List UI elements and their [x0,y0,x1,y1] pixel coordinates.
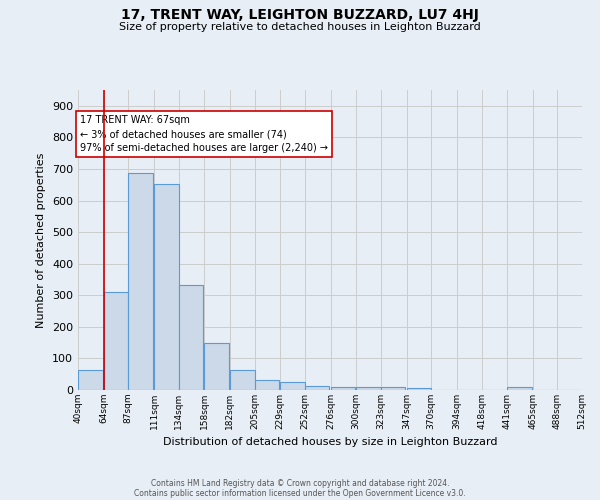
Text: 17 TRENT WAY: 67sqm
← 3% of detached houses are smaller (74)
97% of semi-detache: 17 TRENT WAY: 67sqm ← 3% of detached hou… [80,116,328,154]
Bar [254,380,279,390]
Y-axis label: Number of detached properties: Number of detached properties [37,152,46,328]
Bar [78,370,103,390]
Bar [356,387,381,390]
Bar [381,388,406,390]
Bar [204,342,229,390]
X-axis label: Distribution of detached houses by size in Leighton Buzzard: Distribution of detached houses by size … [163,438,497,448]
Text: Size of property relative to detached houses in Leighton Buzzard: Size of property relative to detached ho… [119,22,481,32]
Text: 17, TRENT WAY, LEIGHTON BUZZARD, LU7 4HJ: 17, TRENT WAY, LEIGHTON BUZZARD, LU7 4HJ [121,8,479,22]
Bar [154,184,179,390]
Bar [507,388,532,390]
Bar [305,386,329,390]
Text: Contains public sector information licensed under the Open Government Licence v3: Contains public sector information licen… [134,488,466,498]
Bar [407,388,431,390]
Text: Contains HM Land Registry data © Crown copyright and database right 2024.: Contains HM Land Registry data © Crown c… [151,478,449,488]
Bar [331,387,355,390]
Bar [128,173,153,390]
Bar [230,370,254,390]
Bar [179,284,203,390]
Bar [280,382,305,390]
Bar [104,292,128,390]
